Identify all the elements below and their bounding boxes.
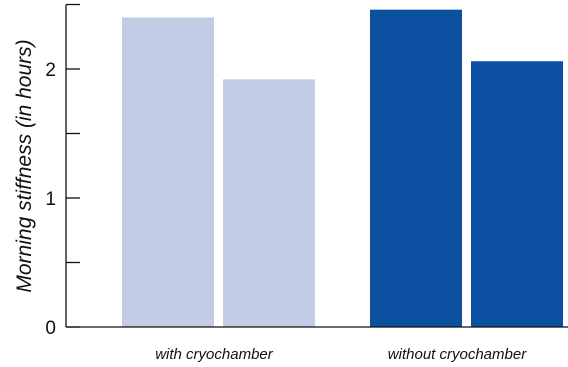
category-label-2: without cryochamber xyxy=(388,346,527,363)
y-axis-title: Morning stiffness (in hours) xyxy=(13,39,36,292)
category-label-1: with cryochamber xyxy=(155,346,274,363)
bar-marks: with cryochamber without cryochamber xyxy=(122,9,563,363)
axes: 0 1 2 xyxy=(45,3,568,339)
bar-1-1 xyxy=(122,17,214,328)
y-tick-label-0: 0 xyxy=(45,318,56,339)
y-tick-label-1: 1 xyxy=(45,189,56,210)
y-tick-label-2: 2 xyxy=(45,60,56,81)
bar-2-1 xyxy=(370,9,462,327)
bar-2-2 xyxy=(471,61,563,327)
bar-1-2 xyxy=(223,79,315,327)
